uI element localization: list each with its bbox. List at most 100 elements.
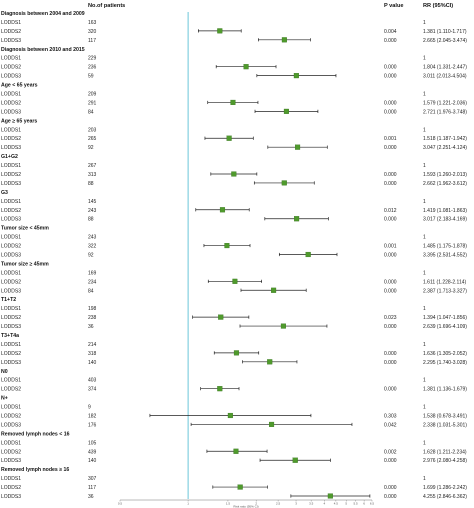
row-rr-text: 2.387 (1.713-3.327) [423,288,467,294]
row-p-value: 0.023 [384,315,397,321]
rr-point [295,144,301,150]
row-label: LODDS2 [1,414,21,420]
group-title: Removed lymph nodes < 16 [1,431,70,437]
row-rr-text: 1.636 (1.305-2.052) [423,351,467,357]
x-tick-label: 1.5 [226,502,231,506]
row-p-value: 0.000 [384,351,397,357]
row-rr-text: 1.381 (1.136-1.679) [423,387,467,393]
row-label: LODDS3 [1,145,21,151]
row-p-value: 0.000 [384,38,397,44]
row-p-value: 0.000 [384,485,397,491]
row-rr-text: 1.419 (1.081-1.863) [423,208,467,214]
rr-point [233,350,240,356]
rr-point [283,108,289,114]
row-rr-text: 1 [423,378,426,384]
rr-point [226,135,232,141]
row-label: LODDS1 [1,199,21,205]
rr-point [230,99,236,105]
row-rr-text: 3.017 (2.183-4.169) [423,217,467,223]
rr-point [305,251,311,258]
row-rr-text: 1 [423,270,426,276]
row-rr-text: 1 [423,306,426,312]
rr-point [219,207,226,213]
row-patients: 9 [88,405,91,411]
row-p-value: 0.000 [384,181,397,187]
row-label: LODDS2 [1,136,21,142]
row-label: LODDS2 [1,244,21,250]
x-tick-label: 5 [345,502,347,506]
row-label: LODDS2 [1,315,21,321]
row-patients: 214 [88,342,97,348]
rr-point [217,28,223,34]
row-label: LODDS3 [1,74,21,80]
row-patients: 267 [88,163,97,169]
x-tick-label: 6.5 [370,502,375,506]
row-rr-text: 1.381 (1.110-1.717) [423,29,467,35]
row-patients: 92 [88,253,94,259]
row-p-value: 0.042 [384,422,397,428]
rr-point [293,73,299,79]
row-label: LODDS1 [1,440,21,446]
row-patients: 88 [88,217,94,223]
group-title: Diagnosis between 2010 and 2015 [1,47,85,53]
row-patients: 320 [88,29,97,35]
row-patients: 243 [88,235,97,241]
row-label: LODDS1 [1,342,21,348]
row-label: LODDS2 [1,485,21,491]
row-patients: 209 [88,92,97,98]
row-label: LODDS3 [1,109,21,115]
row-patients: 176 [88,422,97,428]
row-p-value: 0.000 [384,100,397,106]
row-rr-text: 1 [423,405,426,411]
row-p-value: 0.000 [384,279,397,285]
row-label: LODDS3 [1,38,21,44]
row-rr-text: 2.721 (1.976-3.748) [423,109,467,115]
row-label: LODDS1 [1,235,21,241]
row-patients: 36 [88,324,94,330]
group-title: Diagnosis between 2004 and 2009 [1,11,85,17]
row-p-value: 0.000 [384,217,397,223]
row-rr-text: 2.662 (1.962-3.612) [423,181,467,187]
row-rr-text: 1 [423,476,426,482]
x-tick-label: 0.5 [118,502,123,506]
group-title: G3 [1,190,8,196]
row-p-value: 0.000 [384,360,397,366]
row-rr-text: 1.593 (1.260-2.013) [423,172,467,178]
row-patients: 265 [88,136,97,142]
row-label: LODDS1 [1,20,21,26]
row-rr-text: 2.665 (2.045-3.474) [423,38,467,44]
row-patients: 243 [88,208,97,214]
rr-point [271,287,277,293]
row-label: LODDS1 [1,163,21,169]
row-label: LODDS2 [1,449,21,455]
row-patients: 163 [88,20,97,26]
x-tick-label: 2 [255,502,257,506]
row-rr-text: 1.538 (0.678-3.491) [423,414,467,420]
row-patients: 84 [88,288,94,294]
row-patients: 169 [88,270,97,276]
row-p-value: 0.303 [384,414,397,420]
row-rr-text: 3.395 (2.531-4.552) [423,253,467,259]
row-patients: 198 [88,306,97,312]
row-patients: 84 [88,109,94,115]
row-label: LODDS3 [1,253,21,259]
row-label: LODDS2 [1,208,21,214]
rr-point [218,314,224,320]
row-label: LODDS3 [1,324,21,330]
row-patients: 92 [88,145,94,151]
rr-point [267,359,273,365]
rr-point [243,64,249,70]
rr-point [327,493,333,499]
row-rr-text: 1.804 (1.331-2.447) [423,65,467,71]
row-patients: 88 [88,181,94,187]
row-rr-text: 1 [423,92,426,98]
row-rr-text: 1 [423,56,426,62]
rr-point [231,171,237,177]
row-rr-text: 4.255 (2.846-6.362) [423,494,467,500]
row-patients: 238 [88,315,97,321]
rr-point [232,278,238,284]
row-p-value: 0.000 [384,109,397,115]
row-label: LODDS1 [1,405,21,411]
row-label: LODDS3 [1,217,21,223]
rr-point [217,386,223,392]
